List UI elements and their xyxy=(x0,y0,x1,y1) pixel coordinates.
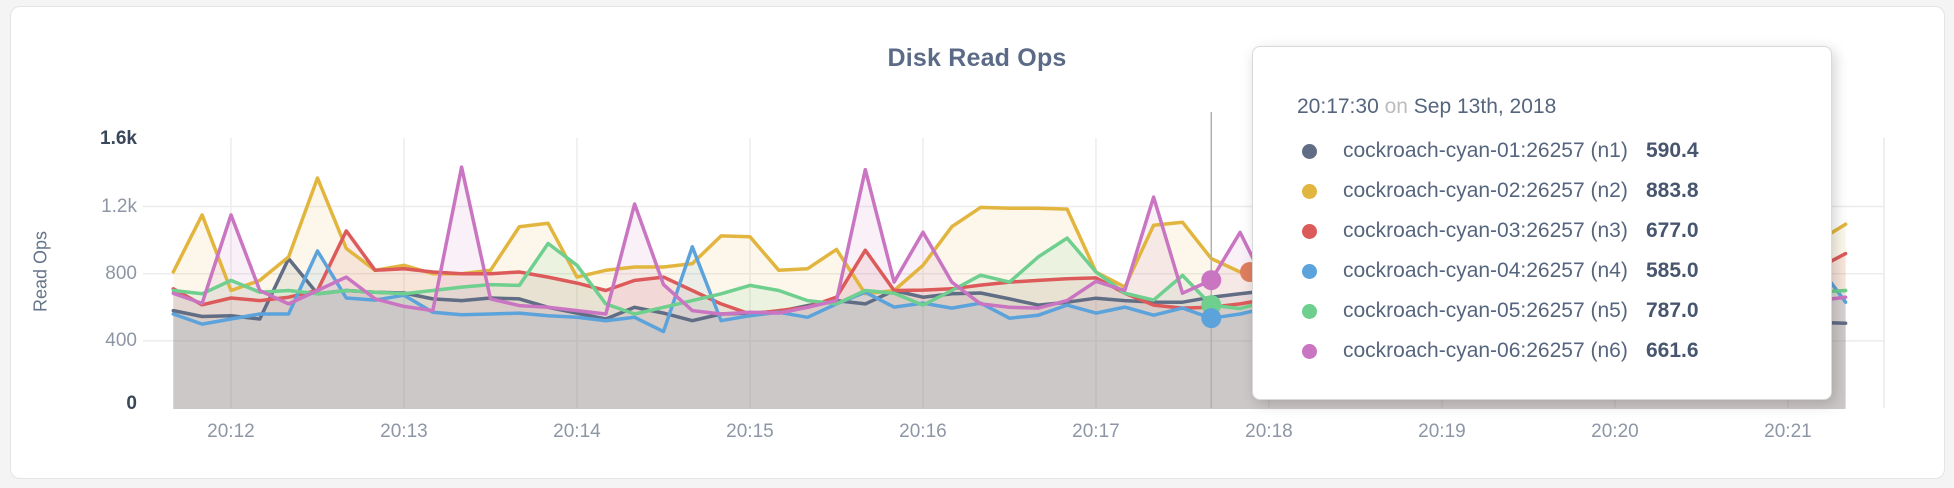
x-tick-label: 20:15 xyxy=(726,421,774,442)
tooltip-series-value: 787.0 xyxy=(1646,299,1699,322)
x-tick-label: 20:21 xyxy=(1764,421,1812,442)
tooltip-on-word: on xyxy=(1384,95,1408,118)
x-tick-label: 20:16 xyxy=(899,421,947,442)
tooltip-series-value: 883.8 xyxy=(1646,179,1699,202)
tooltip-date: Sep 13th, 2018 xyxy=(1413,95,1557,118)
tooltip-row: cockroach-cyan-01:26257 (n1) 590.4 xyxy=(1253,131,1831,171)
series-color-dot-icon xyxy=(1302,224,1317,239)
series-color-dot-icon xyxy=(1302,184,1317,199)
y-tick-label: 0 xyxy=(126,393,137,414)
x-tick-label: 20:17 xyxy=(1072,421,1120,442)
y-tick-label: 800 xyxy=(105,262,137,284)
series-color-dot-icon xyxy=(1302,264,1317,279)
tooltip-series-label: cockroach-cyan-05:26257 (n5) xyxy=(1343,299,1628,322)
y-tick-label: 1.6k xyxy=(100,128,137,150)
tooltip-series-label: cockroach-cyan-04:26257 (n4) xyxy=(1343,259,1628,282)
tooltip-series-label: cockroach-cyan-06:26257 (n6) xyxy=(1343,339,1628,362)
x-tick-label: 20:14 xyxy=(553,421,601,442)
series-color-dot-icon xyxy=(1302,144,1317,159)
tooltip-time: 20:17:30 xyxy=(1297,95,1379,118)
y-tick-label: 400 xyxy=(105,329,137,351)
tooltip-row: cockroach-cyan-03:26257 (n3) 677.0 xyxy=(1253,211,1831,251)
tooltip-header: 20:17:30 on Sep 13th, 2018 xyxy=(1297,95,1556,119)
x-tick-label: 20:20 xyxy=(1591,421,1639,442)
tooltip-series-value: 590.4 xyxy=(1646,139,1699,162)
tooltip-row: cockroach-cyan-02:26257 (n2) 883.8 xyxy=(1253,171,1831,211)
x-tick-label: 20:12 xyxy=(207,421,255,442)
series-color-dot-icon xyxy=(1302,344,1317,359)
tooltip-series-value: 677.0 xyxy=(1646,219,1699,242)
hover-dot xyxy=(1201,270,1222,291)
y-tick-label: 1.2k xyxy=(101,195,137,217)
tooltip-rows: cockroach-cyan-01:26257 (n1) 590.4 cockroa… xyxy=(1253,131,1831,371)
chart-title: Disk Read Ops xyxy=(887,44,1067,72)
tooltip-series-value: 585.0 xyxy=(1646,259,1699,282)
x-tick-label: 20:18 xyxy=(1245,421,1293,442)
series-color-dot-icon xyxy=(1302,304,1317,319)
tooltip-row: cockroach-cyan-06:26257 (n6) 661.6 xyxy=(1253,331,1831,371)
hover-tooltip: 20:17:30 on Sep 13th, 2018 cockroach-cya… xyxy=(1252,46,1832,400)
tooltip-row: cockroach-cyan-05:26257 (n5) 787.0 xyxy=(1253,291,1831,331)
tooltip-series-label: cockroach-cyan-03:26257 (n3) xyxy=(1343,219,1628,242)
tooltip-row: cockroach-cyan-04:26257 (n4) 585.0 xyxy=(1253,251,1831,291)
tooltip-series-value: 661.6 xyxy=(1646,339,1699,362)
x-tick-label: 20:19 xyxy=(1418,421,1466,442)
hover-dot xyxy=(1201,308,1222,329)
tooltip-series-label: cockroach-cyan-02:26257 (n2) xyxy=(1343,179,1628,202)
tooltip-series-label: cockroach-cyan-01:26257 (n1) xyxy=(1343,139,1628,162)
x-tick-label: 20:13 xyxy=(380,421,428,442)
